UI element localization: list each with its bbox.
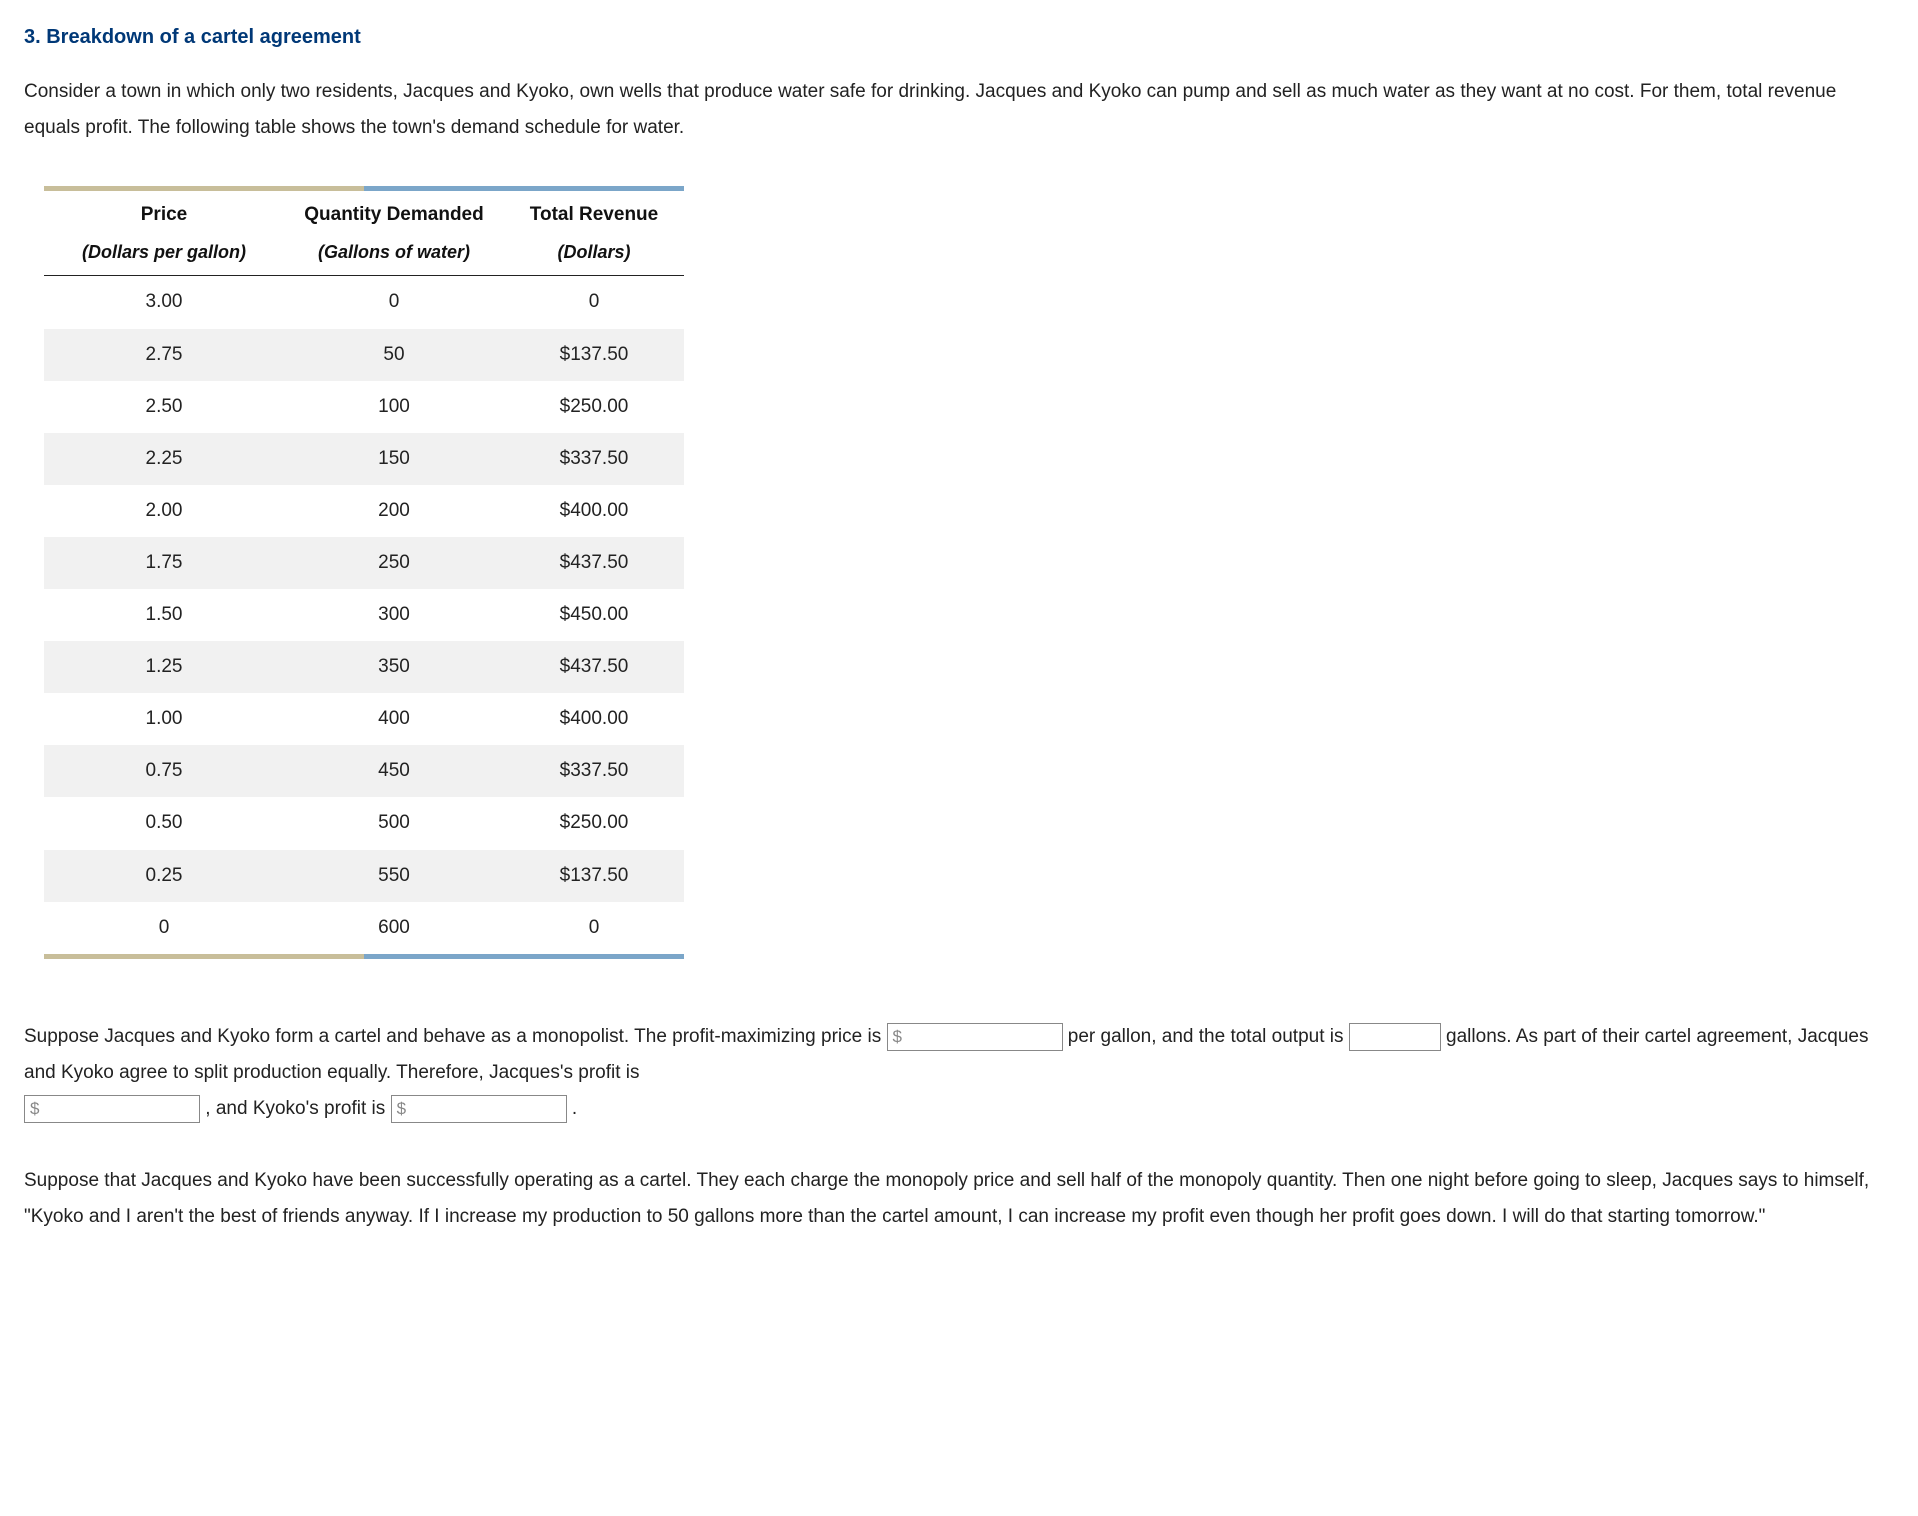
table-row: 06000 (44, 902, 684, 954)
table-cell: $250.00 (504, 797, 684, 849)
table-row: 2.50100$250.00 (44, 381, 684, 433)
section-heading: 3. Breakdown of a cartel agreement (24, 18, 1894, 56)
intro-paragraph: Consider a town in which only two reside… (24, 74, 1894, 146)
table-row: 2.7550$137.50 (44, 329, 684, 381)
output-input[interactable] (1349, 1023, 1441, 1051)
table-row: 2.25150$337.50 (44, 433, 684, 485)
table-cell: $400.00 (504, 485, 684, 537)
table-row: 0.75450$337.50 (44, 745, 684, 797)
table-cell: 300 (284, 589, 504, 641)
table-cell: 100 (284, 381, 504, 433)
table-cell: 0 (284, 276, 504, 329)
table-cell: 1.00 (44, 693, 284, 745)
demand-table: Price (Dollars per gallon) Quantity Dema… (44, 191, 684, 954)
table-row: 1.25350$437.50 (44, 641, 684, 693)
table-cell: 0.75 (44, 745, 284, 797)
table-cell: $437.50 (504, 641, 684, 693)
table-cell: 600 (284, 902, 504, 954)
table-top-bar (44, 186, 684, 191)
table-cell: 200 (284, 485, 504, 537)
table-row: 1.00400$400.00 (44, 693, 684, 745)
table-cell: 1.50 (44, 589, 284, 641)
question-2: Suppose that Jacques and Kyoko have been… (24, 1163, 1894, 1235)
table-row: 3.0000 (44, 276, 684, 329)
table-cell: $137.50 (504, 850, 684, 902)
table-cell: $137.50 (504, 329, 684, 381)
table-row: 1.50300$450.00 (44, 589, 684, 641)
table-cell: 3.00 (44, 276, 284, 329)
question-1: Suppose Jacques and Kyoko form a cartel … (24, 1019, 1894, 1127)
table-cell: 2.00 (44, 485, 284, 537)
table-cell: 2.75 (44, 329, 284, 381)
table-cell: $437.50 (504, 537, 684, 589)
table-cell: 2.25 (44, 433, 284, 485)
table-cell: 500 (284, 797, 504, 849)
table-cell: 50 (284, 329, 504, 381)
table-cell: $337.50 (504, 433, 684, 485)
table-cell: 2.50 (44, 381, 284, 433)
table-row: 2.00200$400.00 (44, 485, 684, 537)
table-cell: 0.25 (44, 850, 284, 902)
table-cell: 150 (284, 433, 504, 485)
table-cell: 350 (284, 641, 504, 693)
table-cell: $450.00 (504, 589, 684, 641)
kyoko-profit-input[interactable] (391, 1095, 567, 1123)
table-cell: 0 (44, 902, 284, 954)
demand-table-wrap: Price (Dollars per gallon) Quantity Dema… (44, 186, 684, 959)
col-header-price: Price (Dollars per gallon) (44, 191, 284, 276)
table-bottom-bar (44, 954, 684, 959)
table-cell: 450 (284, 745, 504, 797)
jacques-profit-input[interactable] (24, 1095, 200, 1123)
table-cell: $400.00 (504, 693, 684, 745)
table-cell: $337.50 (504, 745, 684, 797)
table-cell: 250 (284, 537, 504, 589)
table-cell: 550 (284, 850, 504, 902)
table-cell: 0 (504, 276, 684, 329)
table-cell: 0 (504, 902, 684, 954)
table-cell: 1.25 (44, 641, 284, 693)
table-cell: 400 (284, 693, 504, 745)
table-cell: $250.00 (504, 381, 684, 433)
table-row: 0.25550$137.50 (44, 850, 684, 902)
price-input[interactable] (887, 1023, 1063, 1051)
table-cell: 1.75 (44, 537, 284, 589)
table-row: 1.75250$437.50 (44, 537, 684, 589)
col-header-quantity: Quantity Demanded (Gallons of water) (284, 191, 504, 276)
table-cell: 0.50 (44, 797, 284, 849)
col-header-revenue: Total Revenue (Dollars) (504, 191, 684, 276)
table-row: 0.50500$250.00 (44, 797, 684, 849)
